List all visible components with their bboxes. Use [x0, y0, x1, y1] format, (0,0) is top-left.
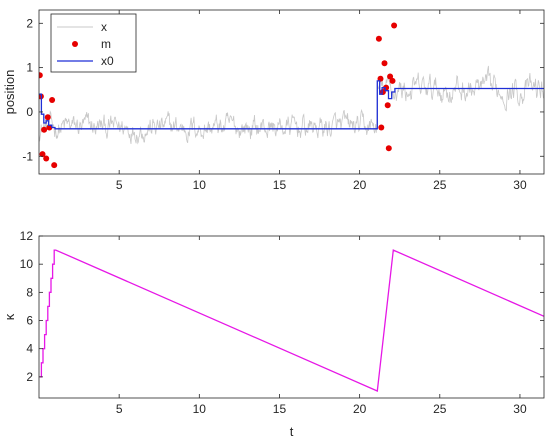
series-m-point: [384, 102, 391, 109]
y-axis-label: position: [2, 70, 17, 115]
x-tick-label: 5: [116, 178, 123, 192]
x-axis-label: t: [290, 424, 294, 439]
series-kappa-line: [39, 249, 544, 392]
x-tick-label: 20: [353, 178, 367, 192]
y-tick-label: 8: [26, 285, 33, 299]
axes-box: [38, 9, 545, 175]
y-tick-label: 2: [26, 16, 33, 30]
series-m-point: [383, 84, 390, 91]
series-m-point: [44, 114, 51, 121]
x-tick-label: 10: [193, 178, 207, 192]
plot-content: [39, 22, 544, 169]
series-m-point: [378, 124, 385, 131]
y-tick-label: -1: [22, 149, 33, 163]
series-m-point: [46, 124, 53, 131]
legend-label-m: m: [101, 37, 111, 51]
series-x0-line: [39, 80, 544, 130]
x-tick-label: 10: [193, 402, 207, 416]
legend-label-x: x: [101, 20, 107, 34]
y-tick-label: 6: [26, 314, 33, 328]
series-m-point: [51, 162, 58, 169]
y-tick-label: 12: [20, 229, 34, 243]
x-tick-label: 20: [353, 402, 367, 416]
series-m-point: [377, 75, 384, 82]
series-m-point: [379, 89, 386, 95]
y-tick-label: 2: [26, 370, 33, 384]
series-m-point: [49, 97, 56, 103]
x-tick-label: 30: [513, 178, 527, 192]
axes-box: [38, 235, 545, 399]
series-m-point: [43, 155, 50, 162]
plot-area: [39, 236, 544, 398]
series-m-point: [39, 72, 43, 79]
y-axis-label: κ: [2, 313, 17, 320]
y-tick-label: 0: [26, 105, 33, 119]
plot-content: [39, 249, 544, 392]
series-x-line: [39, 65, 544, 145]
legend: xm x0: [50, 13, 137, 73]
legend-swatch-m: [72, 41, 78, 47]
x-tick-label: 30: [513, 402, 527, 416]
top-panel: 5 10 15 20 25 30 -1 0 1 2 position xm x0: [2, 9, 545, 192]
x-tick-label: 15: [273, 402, 287, 416]
series-m-point: [39, 151, 46, 158]
x-tick-label: 25: [433, 178, 447, 192]
series-m-point: [385, 145, 392, 152]
y-tick-label: 1: [26, 61, 33, 75]
y-tick-label: 4: [26, 342, 33, 356]
legend-label-x0: x0: [101, 54, 114, 68]
y-tick-label: 10: [20, 257, 34, 271]
series-m-point: [41, 126, 48, 133]
series-m-point: [381, 60, 388, 67]
series-m-point: [375, 35, 382, 42]
x-tick-label: 15: [273, 178, 287, 192]
legend-box: [50, 13, 137, 73]
series-m-point: [389, 77, 396, 84]
series-m-point: [387, 73, 394, 80]
x-tick-label: 25: [433, 402, 447, 416]
x-tick-label: 5: [116, 402, 123, 416]
series-m-point: [391, 22, 398, 29]
bottom-panel: 5 10 15 20 25 30 2 4 6 8 10 12 κ t: [2, 229, 545, 439]
